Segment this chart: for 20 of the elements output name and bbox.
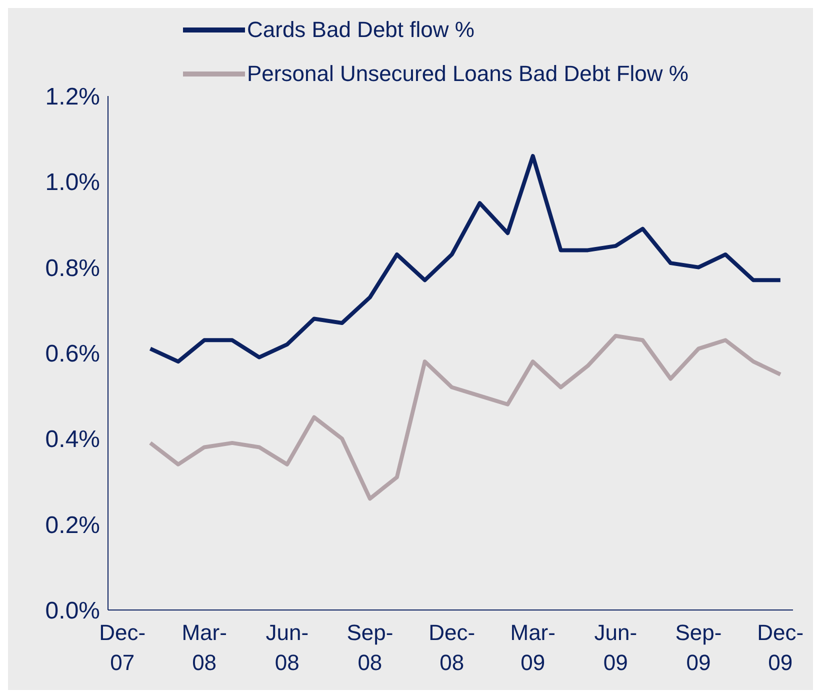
x-tick-label: Dec-08 <box>428 620 476 675</box>
line-series <box>148 334 782 501</box>
y-tick-label: 0.8% <box>45 254 100 282</box>
x-tick-label: Mar-08 <box>182 620 227 675</box>
y-tick-label: 0.4% <box>45 426 100 454</box>
y-tick-label: 0.2% <box>45 512 100 539</box>
y-tick-label: 1.0% <box>45 169 100 196</box>
line-series <box>148 154 782 364</box>
y-tick-label: 0.0% <box>45 598 100 625</box>
x-tick-label: Mar-09 <box>510 620 556 675</box>
x-tick-label: Jun-08 <box>266 620 309 675</box>
legend-label: Personal Unsecured Loans Bad Debt Flow % <box>247 61 688 87</box>
x-tick-label: Jun-09 <box>594 620 638 675</box>
x-tick-label: Sep-08 <box>346 620 394 675</box>
y-tick-label: 1.2% <box>45 84 100 111</box>
x-tick-label: Dec-09 <box>757 620 804 675</box>
x-tick-label: Sep-09 <box>675 620 722 675</box>
x-tick-label: Dec-07 <box>99 620 146 675</box>
y-tick-label: 0.6% <box>45 340 100 368</box>
legend-label: Cards Bad Debt flow % <box>247 17 474 43</box>
